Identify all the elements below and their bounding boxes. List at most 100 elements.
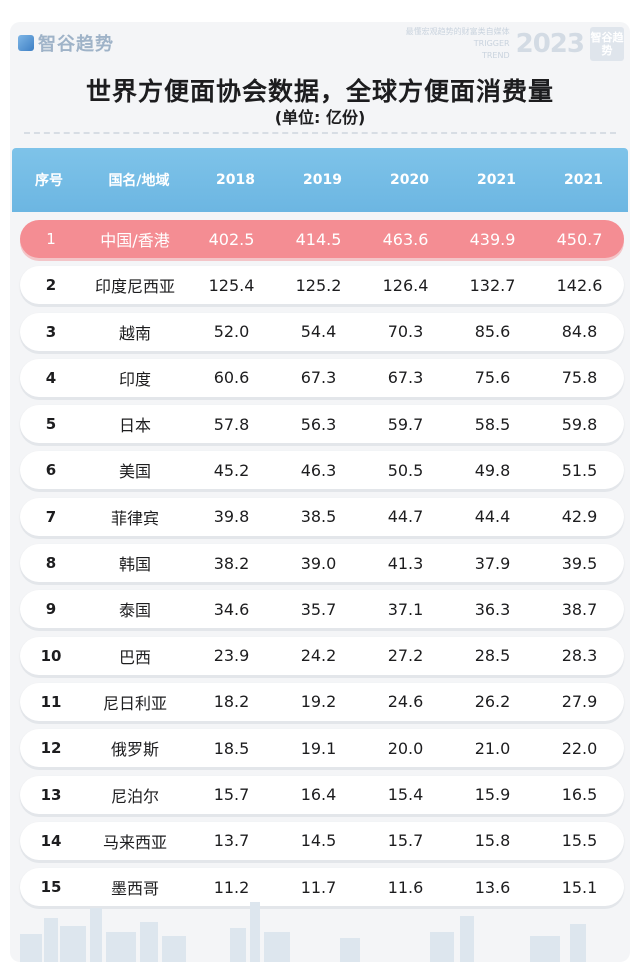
rank-cell: 9 xyxy=(45,600,57,619)
header-cell-year: 2021 xyxy=(564,172,603,188)
table-row: 4 印度 60.6 67.3 67.3 75.6 75.8 xyxy=(20,358,624,397)
value-cell: 38.5 xyxy=(300,507,337,527)
value-cell: 450.7 xyxy=(556,229,603,249)
country-cell: 俄罗斯 xyxy=(110,740,159,760)
value-cell: 18.5 xyxy=(213,738,250,758)
value-cell: 16.4 xyxy=(300,785,337,805)
value-cell: 42.9 xyxy=(561,507,598,527)
value-cell: 54.4 xyxy=(300,322,337,342)
table-row: 9 泰国 34.6 35.7 37.1 36.3 38.7 xyxy=(20,590,624,629)
table-row: 14 马来西亚 13.7 14.5 15.7 15.8 15.5 xyxy=(20,821,624,860)
value-cell: 439.9 xyxy=(469,229,516,249)
rank-cell: 3 xyxy=(45,322,57,341)
table-header: 序号 国名/地域 2018 2019 2020 2021 2021 xyxy=(12,148,628,212)
value-cell: 57.8 xyxy=(213,414,250,434)
value-cell: 60.6 xyxy=(213,368,250,388)
value-cell: 39.5 xyxy=(561,553,598,573)
table-row: 11 尼日利亚 18.2 19.2 24.6 26.2 27.9 xyxy=(20,682,624,721)
brand-year: 2023 xyxy=(515,29,585,59)
country-cell: 越南 xyxy=(118,323,151,343)
rank-cell: 6 xyxy=(45,461,57,480)
value-cell: 52.0 xyxy=(213,322,250,342)
value-cell: 19.2 xyxy=(300,692,337,712)
rank-cell: 5 xyxy=(45,415,57,434)
value-cell: 18.2 xyxy=(213,692,250,712)
rank-cell: 4 xyxy=(45,368,57,387)
rank-cell: 10 xyxy=(40,646,62,665)
value-cell: 142.6 xyxy=(556,275,603,295)
value-cell: 84.8 xyxy=(561,322,598,342)
rank-cell: 14 xyxy=(40,831,62,850)
value-cell: 59.7 xyxy=(387,414,424,434)
value-cell: 16.5 xyxy=(561,785,598,805)
value-cell: 15.4 xyxy=(387,785,424,805)
table-row: 8 韩国 38.2 39.0 41.3 37.9 39.5 xyxy=(20,544,624,583)
country-cell: 尼日利亚 xyxy=(102,693,167,713)
header-cell-country: 国名/地域 xyxy=(108,173,170,189)
value-cell: 44.4 xyxy=(474,507,511,527)
value-cell: 11.6 xyxy=(387,877,424,897)
value-cell: 26.2 xyxy=(474,692,511,712)
value-cell: 28.3 xyxy=(561,646,598,666)
header-cell-year: 2019 xyxy=(303,172,342,188)
country-cell: 日本 xyxy=(118,416,151,436)
slogan-line: TRIGGER xyxy=(473,39,510,48)
value-cell: 56.3 xyxy=(300,414,337,434)
value-cell: 463.6 xyxy=(382,229,429,249)
value-cell: 38.7 xyxy=(561,599,598,619)
header-cell-rank: 序号 xyxy=(35,173,63,189)
value-cell: 28.5 xyxy=(474,646,511,666)
brand-watermark: 最懂宏观趋势的财富类自媒体 TRIGGER TREND 2023 智谷趋势 xyxy=(406,26,624,62)
value-cell: 59.8 xyxy=(561,414,598,434)
value-cell: 50.5 xyxy=(387,460,424,480)
table-row: 5 日本 57.8 56.3 59.7 58.5 59.8 xyxy=(20,405,624,444)
value-cell: 15.8 xyxy=(474,831,511,851)
value-cell: 35.7 xyxy=(300,599,337,619)
brand-name: 智谷趋势 xyxy=(38,34,114,55)
value-cell: 85.6 xyxy=(474,322,511,342)
brand-badge: 智谷趋势 xyxy=(590,27,624,61)
rank-cell: 13 xyxy=(40,785,62,804)
value-cell: 67.3 xyxy=(300,368,337,388)
table-row: 1 中国/香港 402.5 414.5 463.6 439.9 450.7 xyxy=(20,220,624,258)
header-cell-year: 2018 xyxy=(216,172,255,188)
value-cell: 20.0 xyxy=(387,738,424,758)
country-cell: 印度 xyxy=(118,369,151,389)
value-cell: 37.9 xyxy=(474,553,511,573)
rank-cell: 8 xyxy=(45,554,57,573)
country-cell: 菲律宾 xyxy=(110,508,159,528)
rank-cell: 15 xyxy=(40,878,62,897)
table-row: 3 越南 52.0 54.4 70.3 85.6 84.8 xyxy=(20,312,624,351)
table-row: 12 俄罗斯 18.5 19.1 20.0 21.0 22.0 xyxy=(20,729,624,768)
value-cell: 58.5 xyxy=(474,414,511,434)
brand-logo: 智谷趋势 xyxy=(18,30,114,56)
value-cell: 126.4 xyxy=(382,275,429,295)
table-row: 13 尼泊尔 15.7 16.4 15.4 15.9 16.5 xyxy=(20,775,624,814)
value-cell: 402.5 xyxy=(208,229,255,249)
value-cell: 39.0 xyxy=(300,553,337,573)
page-subtitle: (单位: 亿份) xyxy=(274,108,366,127)
table-row: 2 印度尼西亚 125.4 125.2 126.4 132.7 142.6 xyxy=(20,266,624,305)
table-body: 1 中国/香港 402.5 414.5 463.6 439.9 450.7 2 印度尼西亚 125… xyxy=(20,220,624,914)
page-title: 世界方便面协会数据，全球方便面消费量 xyxy=(85,77,554,106)
value-cell: 11.7 xyxy=(300,877,337,897)
value-cell: 125.4 xyxy=(208,275,255,295)
value-cell: 15.9 xyxy=(474,785,511,805)
value-cell: 11.2 xyxy=(213,877,250,897)
value-cell: 125.2 xyxy=(295,275,342,295)
value-cell: 132.7 xyxy=(469,275,516,295)
value-cell: 38.2 xyxy=(213,553,250,573)
table-row: 6 美国 45.2 46.3 50.5 49.8 51.5 xyxy=(20,451,624,490)
value-cell: 45.2 xyxy=(213,460,250,480)
value-cell: 37.1 xyxy=(387,599,424,619)
value-cell: 46.3 xyxy=(300,460,337,480)
value-cell: 49.8 xyxy=(474,460,511,480)
table-row: 10 巴西 23.9 24.2 27.2 28.5 28.3 xyxy=(20,636,624,675)
value-cell: 13.7 xyxy=(213,831,250,851)
header-cell-year: 2021 xyxy=(477,172,516,188)
divider xyxy=(24,132,616,134)
rank-cell: 12 xyxy=(40,739,62,758)
value-cell: 44.7 xyxy=(387,507,424,527)
value-cell: 70.3 xyxy=(387,322,424,342)
value-cell: 75.8 xyxy=(561,368,598,388)
